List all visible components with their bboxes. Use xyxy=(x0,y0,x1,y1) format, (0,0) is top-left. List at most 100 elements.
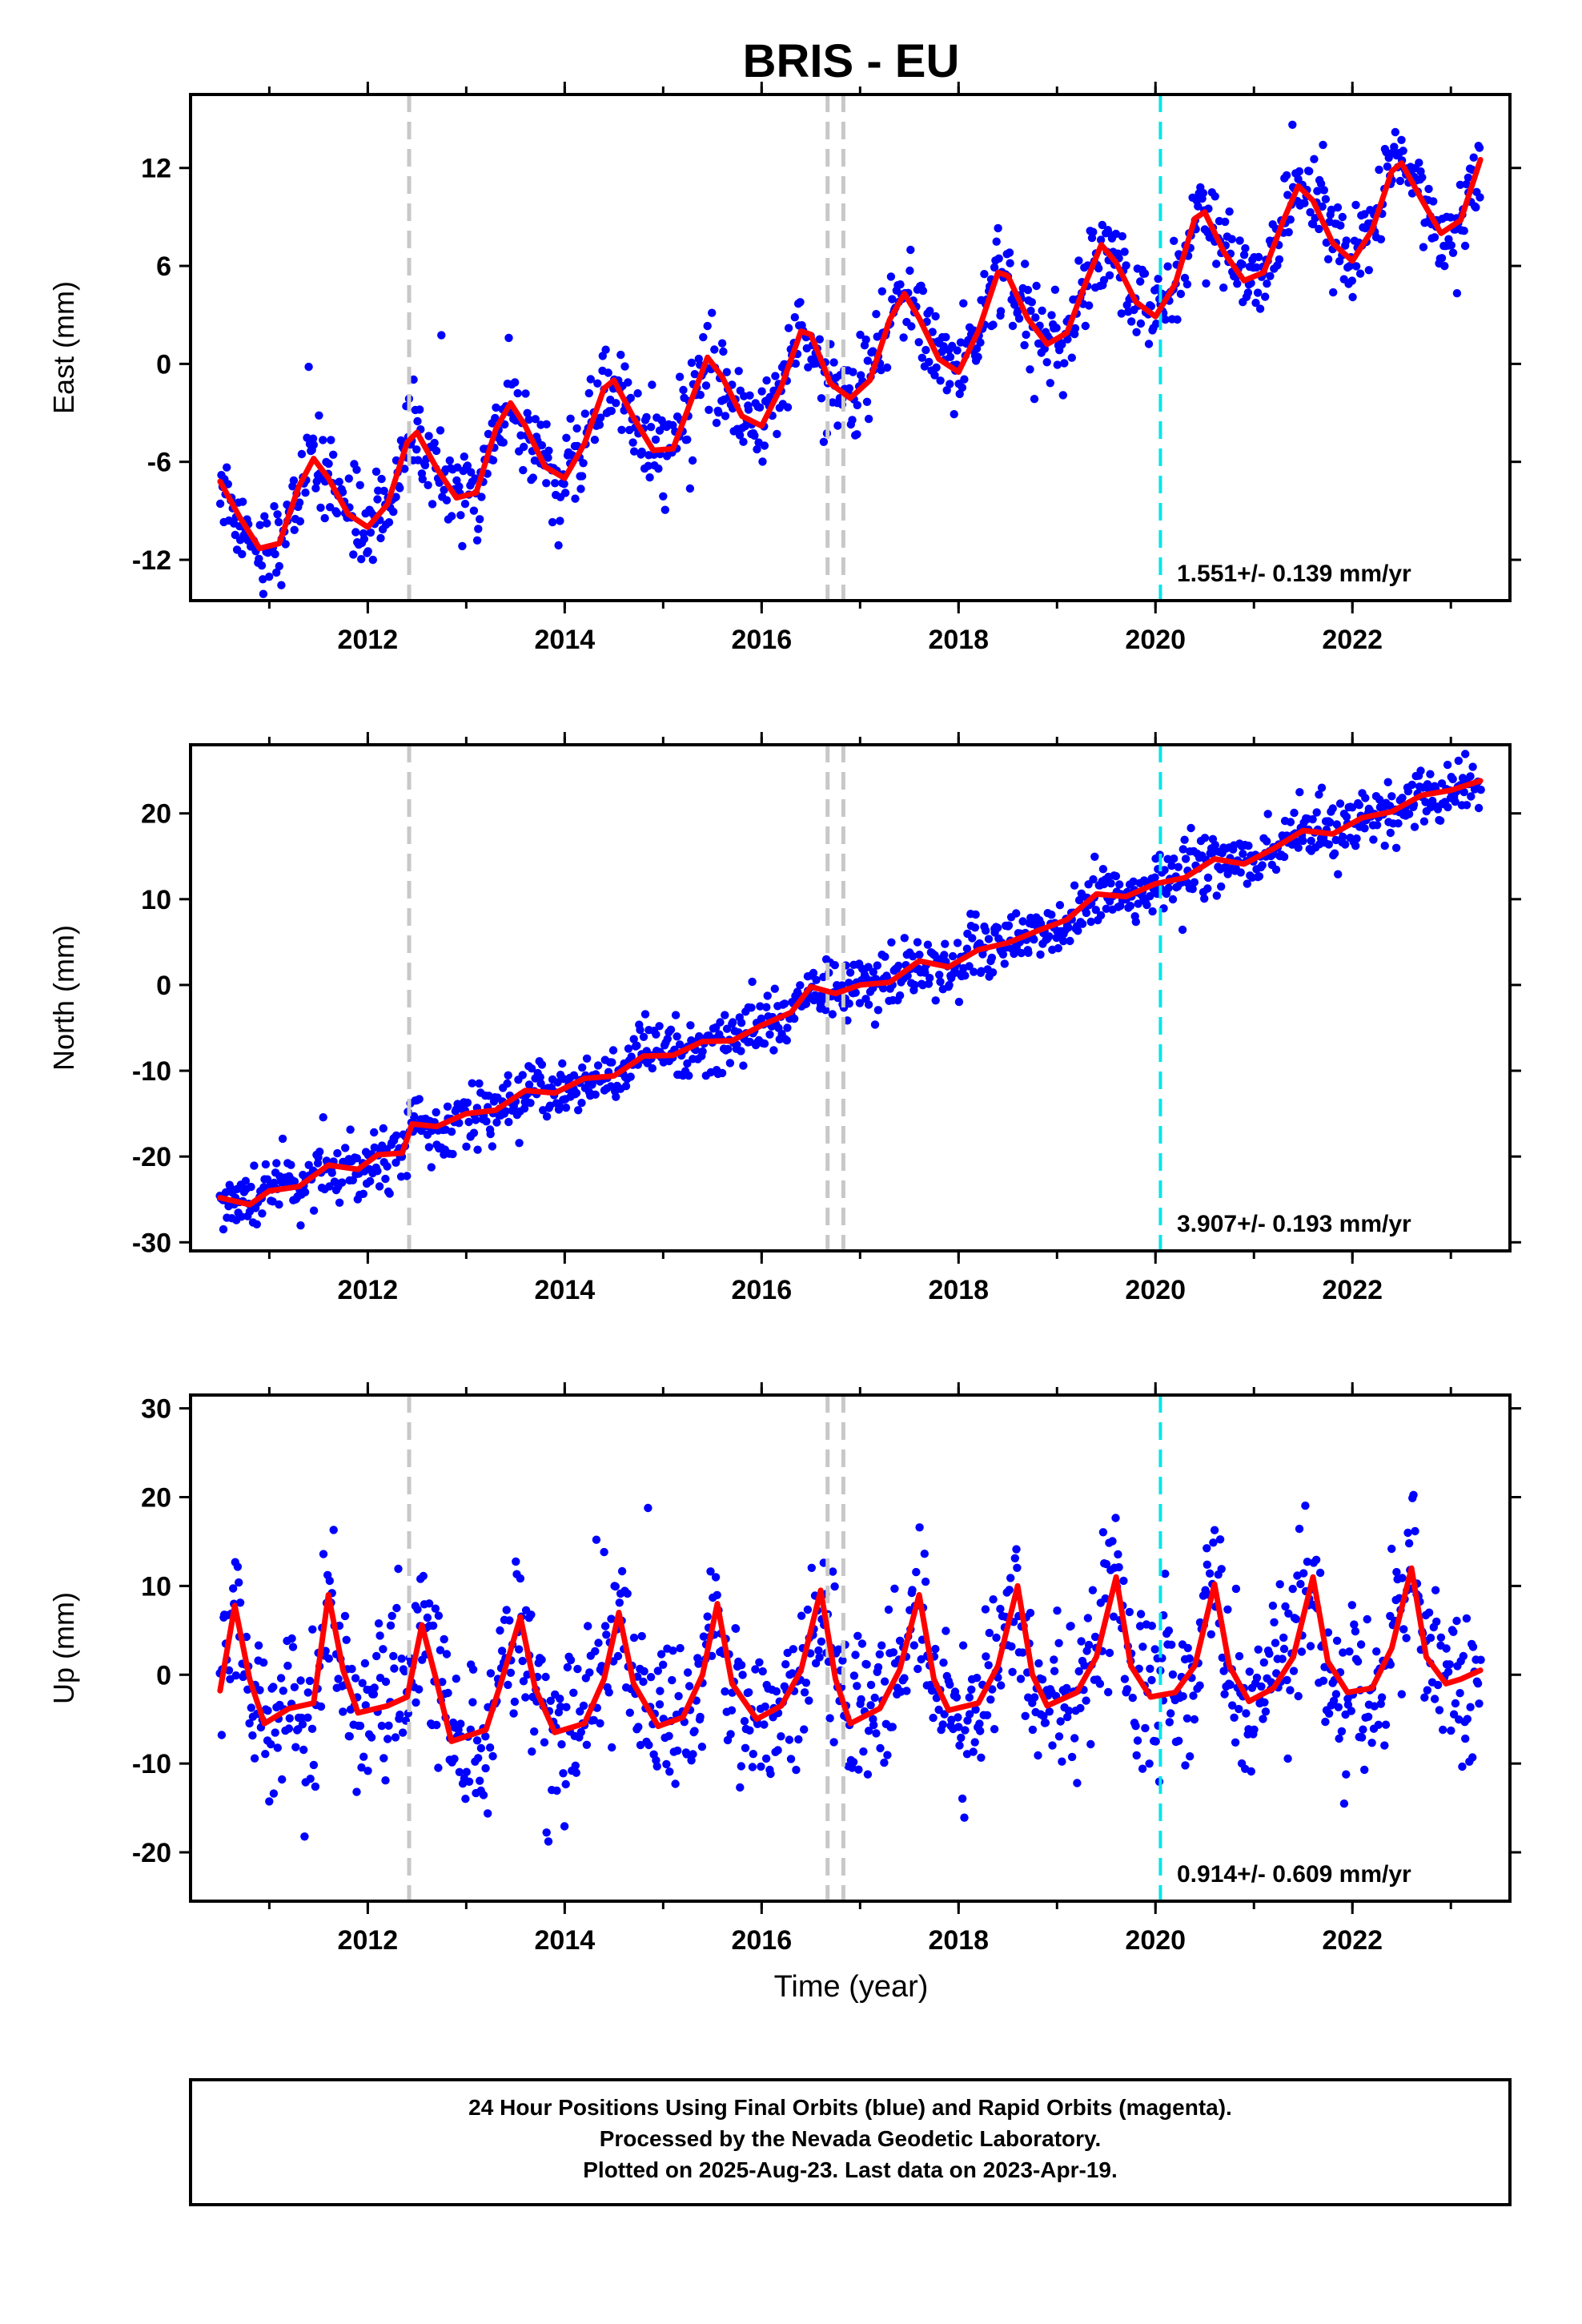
observation-point xyxy=(608,1046,618,1055)
observation-point xyxy=(559,1769,568,1778)
observation-point xyxy=(1301,1502,1310,1510)
observation-point xyxy=(1036,950,1045,959)
observation-point xyxy=(1190,878,1199,887)
observation-point xyxy=(1021,1711,1030,1720)
observation-point xyxy=(1211,192,1219,201)
observation-point xyxy=(912,1567,921,1577)
observation-point xyxy=(563,1663,572,1672)
observation-point xyxy=(953,939,962,947)
observation-point xyxy=(706,1567,715,1576)
observation-point xyxy=(899,333,908,342)
observation-point xyxy=(1266,271,1275,280)
observation-point xyxy=(370,1683,379,1692)
observation-points xyxy=(215,1490,1485,1846)
observation-point xyxy=(1108,1537,1117,1546)
observation-point xyxy=(1041,1719,1050,1727)
observation-point xyxy=(436,426,445,435)
observation-point xyxy=(1039,1711,1048,1721)
observation-point xyxy=(1115,880,1124,889)
observation-point xyxy=(1058,1757,1066,1766)
observation-point xyxy=(390,1664,399,1673)
observation-point xyxy=(708,308,717,317)
observation-point xyxy=(477,493,486,501)
observation-point xyxy=(1227,235,1236,243)
observation-point xyxy=(884,1605,893,1614)
observation-point xyxy=(861,335,870,344)
observation-point xyxy=(797,1611,806,1620)
observation-point xyxy=(731,1624,741,1634)
observation-point xyxy=(955,1741,964,1750)
observation-point xyxy=(1160,866,1169,875)
observation-point xyxy=(849,1758,858,1767)
observation-point xyxy=(1339,832,1347,842)
observation-point xyxy=(740,1717,749,1726)
observation-point xyxy=(624,378,632,387)
x-tick-label: 2014 xyxy=(535,625,596,655)
observation-point xyxy=(501,1107,510,1116)
observation-point xyxy=(1132,328,1141,336)
observation-point xyxy=(636,1025,644,1035)
observation-point xyxy=(665,1767,674,1776)
observation-point xyxy=(1023,285,1033,295)
observation-point xyxy=(952,1693,962,1702)
observation-point xyxy=(1163,262,1172,271)
observation-point xyxy=(623,1589,632,1598)
observation-point xyxy=(755,403,765,412)
y-tick-label: 10 xyxy=(141,1571,171,1602)
observation-point xyxy=(629,1633,639,1642)
observation-point xyxy=(576,1727,585,1737)
observation-point xyxy=(1289,1667,1299,1675)
observation-point xyxy=(1430,1695,1439,1703)
observation-point xyxy=(869,347,877,356)
observation-point xyxy=(646,423,656,432)
observation-point xyxy=(1335,799,1345,808)
observation-point xyxy=(545,1101,555,1110)
observation-point xyxy=(849,368,857,376)
observation-point xyxy=(1387,792,1396,801)
observation-point xyxy=(773,429,781,439)
observation-point xyxy=(1083,1614,1093,1622)
y-tick-label: 0 xyxy=(156,1660,171,1691)
observation-point xyxy=(1399,1625,1408,1634)
observation-point xyxy=(1244,841,1253,850)
observation-point xyxy=(900,934,909,943)
observation-point xyxy=(1054,1732,1064,1741)
observation-point xyxy=(1086,917,1095,927)
observation-point xyxy=(845,384,854,393)
observation-point xyxy=(373,1167,382,1176)
observation-point xyxy=(315,411,323,420)
observation-point xyxy=(1127,317,1136,326)
observation-point xyxy=(391,1158,400,1168)
observation-point xyxy=(607,1614,616,1623)
observation-point xyxy=(972,344,982,353)
observation-point xyxy=(1312,808,1321,817)
observation-points xyxy=(215,750,1485,1234)
observation-point xyxy=(766,1769,775,1779)
observation-point xyxy=(579,459,588,468)
observation-point xyxy=(460,452,468,461)
observation-point xyxy=(749,1750,757,1759)
observation-point xyxy=(789,1014,799,1023)
observation-point xyxy=(561,1779,570,1789)
observation-point xyxy=(1050,1667,1059,1675)
observation-point xyxy=(965,962,974,971)
observation-point xyxy=(577,1099,586,1108)
observation-point xyxy=(267,1739,275,1749)
observation-point xyxy=(1327,205,1336,215)
observation-point xyxy=(412,1698,420,1707)
observation-point xyxy=(290,1683,299,1691)
observation-point xyxy=(758,1667,767,1676)
observation-point xyxy=(335,477,343,486)
chart-title: BRIS - EU xyxy=(743,35,960,87)
observation-point xyxy=(907,322,916,331)
observation-point xyxy=(869,967,878,976)
observation-point xyxy=(1324,840,1334,849)
rate-label: 0.914+/- 0.609 mm/yr xyxy=(1177,1861,1411,1888)
observation-point xyxy=(888,295,897,304)
observation-point xyxy=(863,356,873,365)
observation-point xyxy=(369,1690,379,1699)
observation-point xyxy=(886,272,896,281)
observation-point xyxy=(654,464,663,473)
observation-point xyxy=(1255,304,1265,313)
observation-point xyxy=(237,1212,246,1221)
